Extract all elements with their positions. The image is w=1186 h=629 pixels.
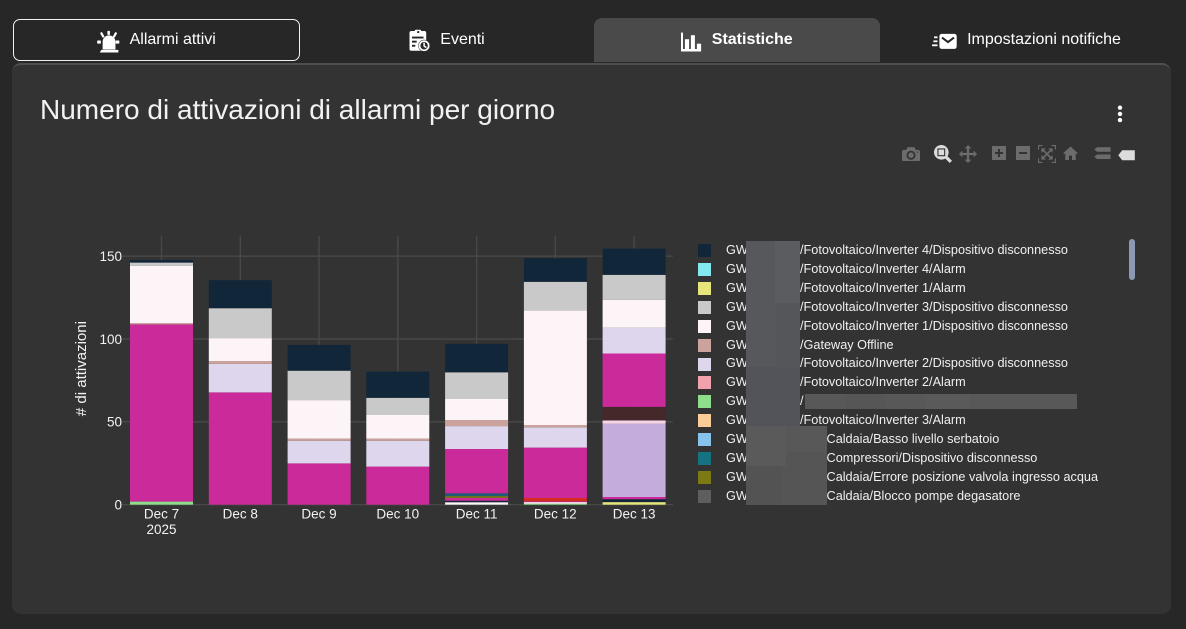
svg-text:Dec 9: Dec 9: [301, 507, 336, 522]
svg-text:Dec 10: Dec 10: [376, 507, 419, 522]
svg-text:Dec 11: Dec 11: [456, 507, 498, 522]
svg-text:50: 50: [107, 415, 122, 430]
svg-text:Dec 8: Dec 8: [223, 507, 258, 522]
svg-text:2025: 2025: [146, 522, 176, 537]
svg-text:150: 150: [99, 249, 122, 264]
svg-text:Dec 7: Dec 7: [144, 507, 179, 522]
svg-text:Dec 12: Dec 12: [534, 507, 577, 522]
svg-text:0: 0: [114, 498, 122, 513]
svg-text:Dec 13: Dec 13: [613, 507, 656, 522]
svg-text:100: 100: [99, 332, 122, 347]
svg-text:# di attivazioni: # di attivazioni: [73, 321, 90, 416]
